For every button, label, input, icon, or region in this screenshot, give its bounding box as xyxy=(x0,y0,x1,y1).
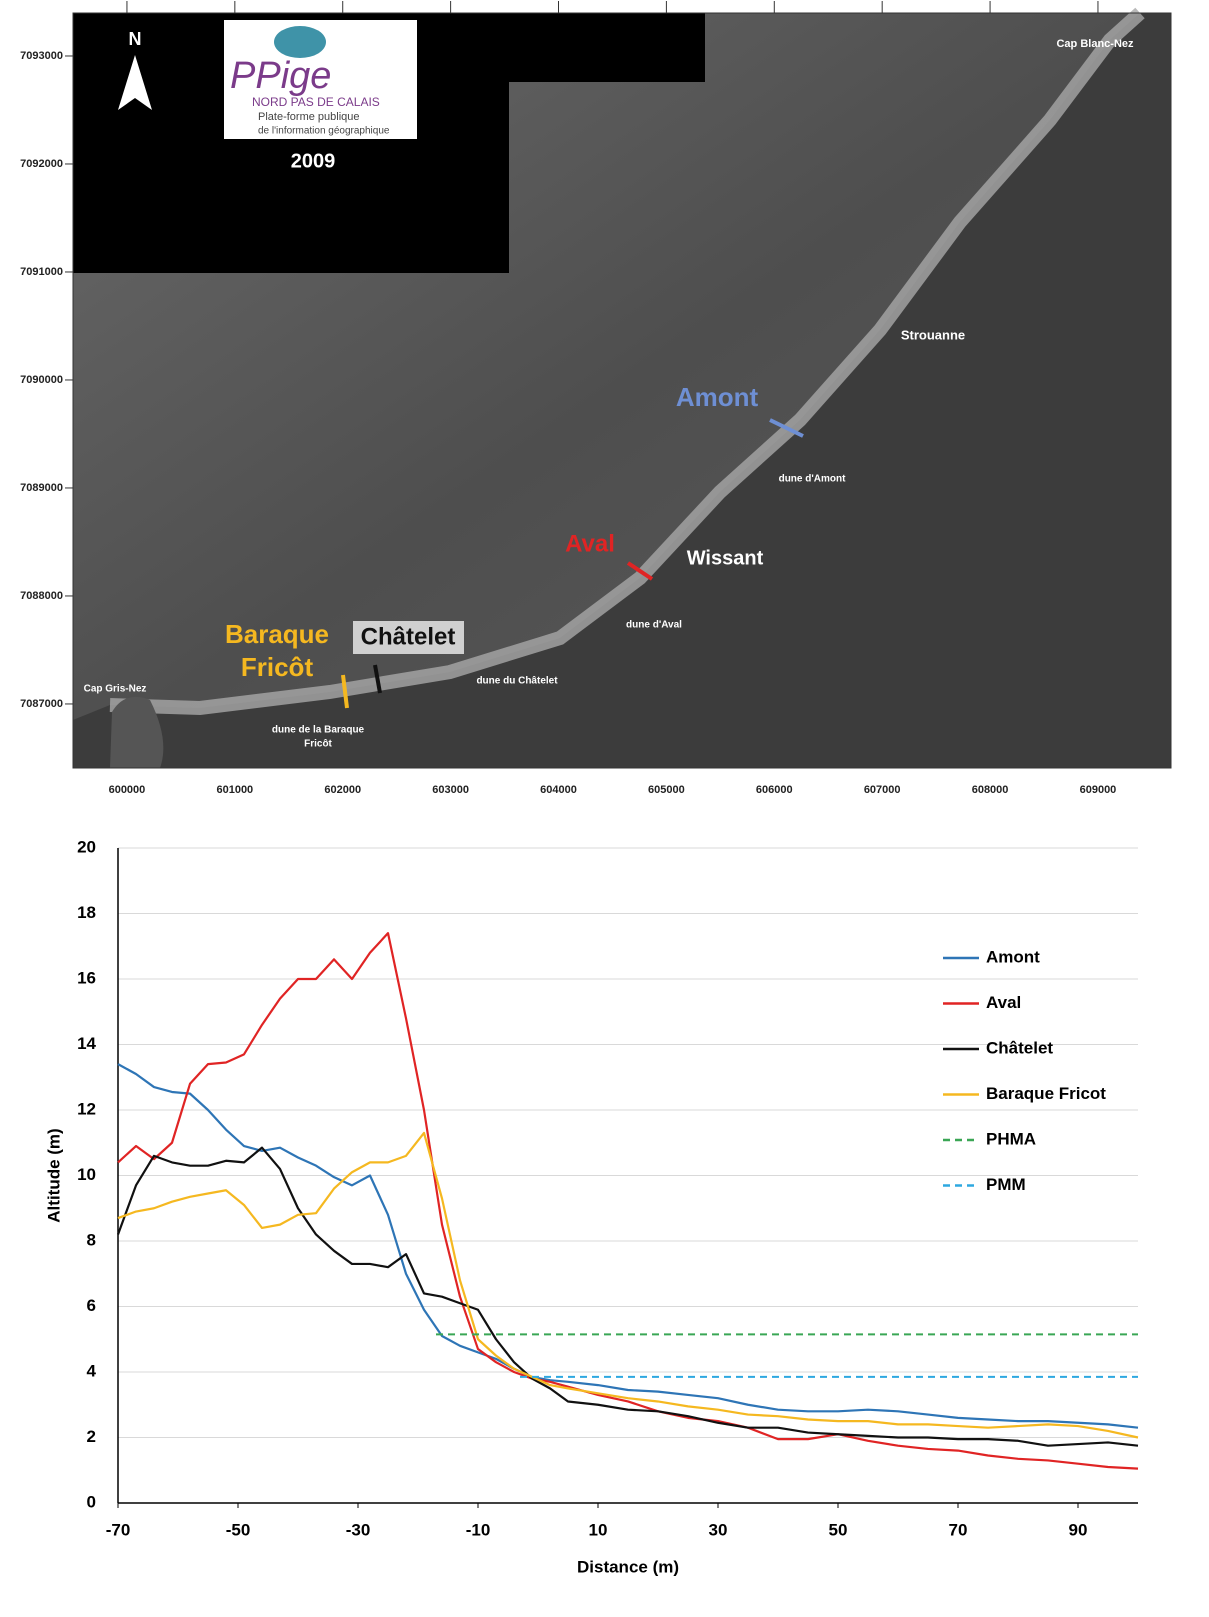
map-x-tick-label: 606000 xyxy=(756,784,793,796)
north-label: N xyxy=(129,29,142,49)
y-tick-label: 4 xyxy=(87,1361,97,1380)
series-line xyxy=(117,1063,1139,1429)
series-line xyxy=(117,932,1139,1470)
legend-label: PMM xyxy=(986,1175,1026,1194)
y-tick-label: 14 xyxy=(77,1034,96,1053)
y-axis-title: Altitude (m) xyxy=(44,1128,63,1222)
place: Cap Gris-Nez xyxy=(84,684,147,695)
y-tick-label: 20 xyxy=(77,837,96,856)
x-tick-label: 90 xyxy=(1069,1520,1088,1539)
map-x-tick-label: 607000 xyxy=(864,784,901,796)
place: Wissant xyxy=(687,547,764,569)
y-tick-label: 10 xyxy=(77,1165,96,1184)
y-tick-label: 18 xyxy=(77,903,96,922)
place: dune d'Amont xyxy=(779,474,846,485)
map-x-tick-label: 604000 xyxy=(540,784,577,796)
y-tick-label: 8 xyxy=(87,1230,96,1249)
beach xyxy=(109,7,1145,716)
x-tick-label: 70 xyxy=(949,1520,968,1539)
transect-label: Fricôt xyxy=(241,652,314,682)
map-y-tick-label: 7092000 xyxy=(20,158,63,170)
place: dune de la Baraque xyxy=(272,725,365,736)
y-tick-label: 16 xyxy=(77,968,96,987)
x-tick-label: -10 xyxy=(466,1520,491,1539)
logo-text: PPige xyxy=(230,55,331,97)
transect xyxy=(769,418,804,438)
y-tick-label: 2 xyxy=(87,1427,96,1446)
transect xyxy=(626,561,654,581)
transect-label: Châtelet xyxy=(361,623,456,650)
map-x-tick-label: 601000 xyxy=(216,784,253,796)
transect-label: Amont xyxy=(676,382,759,412)
map-y-tick-label: 7087000 xyxy=(20,698,63,710)
legend-label: Aval xyxy=(986,993,1021,1012)
place: Strouanne xyxy=(901,327,965,342)
map-x-tick-label: 609000 xyxy=(1080,784,1117,796)
x-tick-label: 30 xyxy=(709,1520,728,1539)
x-tick-label: -50 xyxy=(226,1520,251,1539)
map-frame xyxy=(72,12,1172,769)
y-tick-label: 6 xyxy=(87,1296,96,1315)
x-tick-label: 50 xyxy=(829,1520,848,1539)
series-line xyxy=(117,1131,1139,1439)
x-tick-label: -30 xyxy=(346,1520,371,1539)
x-tick-label: 10 xyxy=(589,1520,608,1539)
y-tick-label: 12 xyxy=(77,1099,96,1118)
map-y-tick-label: 7093000 xyxy=(20,50,63,62)
map-x-tick-label: 603000 xyxy=(432,784,469,796)
transect-label: Aval xyxy=(565,530,615,557)
legend-label: Baraque Fricot xyxy=(986,1084,1106,1103)
transect xyxy=(373,664,382,694)
map-y-tick-label: 7089000 xyxy=(20,482,63,494)
logo-mark xyxy=(274,26,326,58)
legend-label: PHMA xyxy=(986,1129,1036,1148)
y-tick-label: 0 xyxy=(87,1492,96,1511)
map-x-tick-label: 602000 xyxy=(324,784,361,796)
map-y-tick-label: 7088000 xyxy=(20,590,63,602)
year: 2009 xyxy=(291,150,336,172)
place: dune d'Aval xyxy=(626,620,682,631)
x-tick-label: -70 xyxy=(106,1520,131,1539)
legend-label: Amont xyxy=(986,947,1040,966)
logo-line: Plate-forme publique xyxy=(258,111,360,123)
map: N PPige NORD PAS DE CALAIS Plate-forme p… xyxy=(72,7,1172,769)
map-x-tick-label: 608000 xyxy=(972,784,1009,796)
series-line xyxy=(116,1146,1139,1447)
label-box xyxy=(353,621,464,654)
north-arrow xyxy=(118,55,152,110)
map-x-tick-label: 605000 xyxy=(648,784,685,796)
land xyxy=(73,13,1171,768)
map-x-tick-label: 600000 xyxy=(109,784,146,796)
x-axis-title: Distance (m) xyxy=(577,1557,679,1576)
map-y-tick-label: 7090000 xyxy=(20,374,63,386)
logo-line: de l'information géographique xyxy=(258,126,390,137)
logo-region: NORD PAS DE CALAIS xyxy=(252,95,380,109)
transect-label: Baraque xyxy=(225,619,329,649)
transect xyxy=(341,674,349,709)
cap xyxy=(110,696,164,768)
place: dune du Châtelet xyxy=(476,676,558,687)
place: Cap Blanc-Nez xyxy=(1056,38,1134,50)
map-y-tick-label: 7091000 xyxy=(20,266,63,278)
legend-label: Châtelet xyxy=(986,1038,1053,1057)
place: Fricôt xyxy=(304,739,332,750)
